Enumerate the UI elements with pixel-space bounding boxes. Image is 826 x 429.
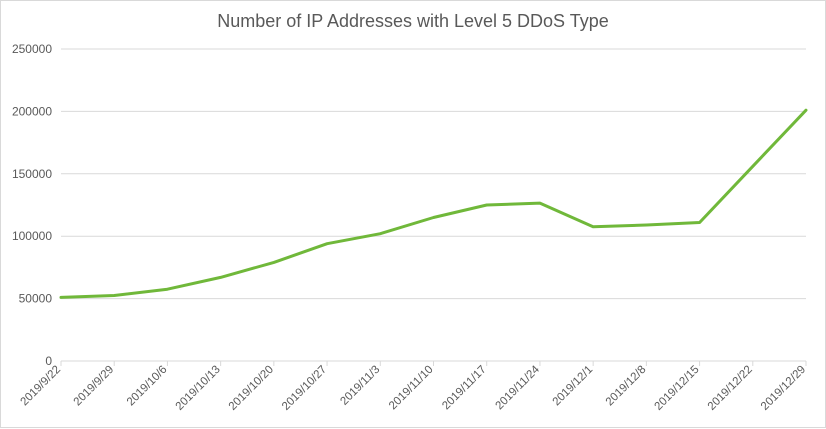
x-tick-label: 2019/12/22 [706, 364, 755, 413]
x-tick-label: 2019/11/3 [338, 364, 382, 408]
series-line [61, 110, 806, 297]
y-tick-label: 50000 [19, 292, 53, 306]
x-tick-label: 2019/10/27 [280, 364, 329, 413]
x-tick-label: 2019/11/17 [440, 364, 489, 413]
x-tick-label: 2019/12/15 [653, 364, 702, 413]
x-tick-label: 2019/9/22 [18, 364, 63, 409]
x-tick-label: 2019/10/13 [174, 364, 223, 413]
x-tick-label: 2019/10/20 [227, 364, 276, 413]
x-tick-label: 2019/9/29 [72, 364, 117, 409]
x-tick-label: 2019/11/10 [387, 364, 436, 413]
y-tick-label: 250000 [12, 42, 52, 56]
y-tick-label: 150000 [12, 167, 52, 181]
y-tick-label: 100000 [12, 229, 52, 243]
x-tick-label: 2019/12/8 [604, 364, 649, 409]
x-tick-label: 2019/12/1 [551, 364, 596, 409]
y-tick-label: 200000 [12, 104, 52, 118]
x-tick-label: 2019/10/6 [125, 364, 170, 409]
x-tick-label: 2019/11/24 [493, 363, 542, 412]
x-tick-label: 2019/12/29 [759, 364, 808, 413]
